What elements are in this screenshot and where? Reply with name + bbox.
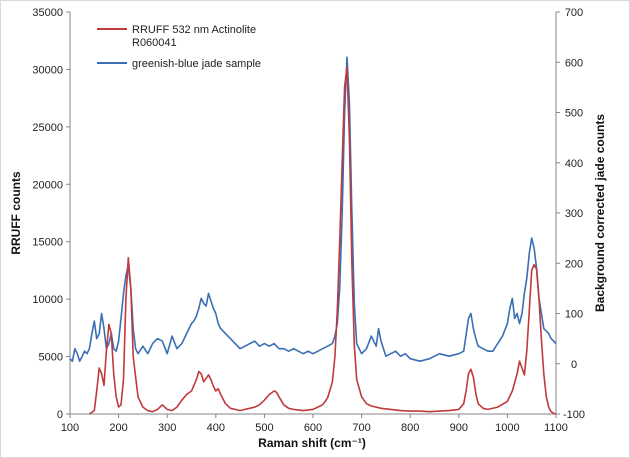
- legend-label: R060041: [132, 37, 177, 49]
- plot-axes: 100 200 300 400 500 600 700 800 900 1000 110005000…: [32, 7, 585, 434]
- jade-sample-series-line: [69, 56, 557, 363]
- y2-tick-label: 600: [565, 57, 583, 69]
- x-tick-label: 700: [352, 422, 370, 434]
- y-tick-label: 25000: [32, 122, 63, 134]
- x-tick-label: 400: [207, 422, 225, 434]
- legend-label: greenish-blue jade sample: [132, 58, 261, 70]
- x-tick-label: 300: [158, 422, 176, 434]
- y-tick-label: 30000: [32, 64, 63, 76]
- x-axis-title: Raman shift (cm⁻¹): [258, 436, 366, 450]
- y-tick-label: 0: [57, 409, 63, 421]
- x-tick-label: 200: [109, 422, 127, 434]
- rruff-actinolite-series-line: [88, 66, 557, 415]
- y2-axis-title: Background corrected jade counts: [593, 114, 607, 312]
- x-tick-label: 900: [450, 422, 468, 434]
- y2-tick-label: 300: [565, 208, 583, 220]
- y2-tick-label: 500: [565, 108, 583, 120]
- y-tick-label: 5000: [39, 352, 63, 364]
- x-tick-label: 1000: [495, 422, 519, 434]
- y2-tick-label: -100: [563, 409, 585, 421]
- x-tick-label: 1100: [544, 422, 568, 434]
- y2-tick-label: 700: [565, 7, 583, 19]
- y2-tick-label: 100: [565, 309, 583, 321]
- series-layer: [69, 56, 557, 415]
- x-tick-label: 500: [255, 422, 273, 434]
- y-axis-title: RRUFF counts: [9, 171, 23, 255]
- x-tick-label: 100: [61, 422, 79, 434]
- y2-tick-label: 0: [571, 359, 577, 371]
- y2-tick-label: 200: [565, 258, 583, 270]
- x-tick-label: 600: [304, 422, 322, 434]
- y2-tick-label: 400: [565, 158, 583, 170]
- x-tick-label: 800: [401, 422, 419, 434]
- y-tick-label: 10000: [32, 294, 63, 306]
- y-tick-label: 20000: [32, 179, 63, 191]
- y-tick-label: 35000: [32, 7, 63, 19]
- y-tick-label: 15000: [32, 237, 63, 249]
- legend-label: RRUFF 532 nm Actinolite: [132, 24, 256, 36]
